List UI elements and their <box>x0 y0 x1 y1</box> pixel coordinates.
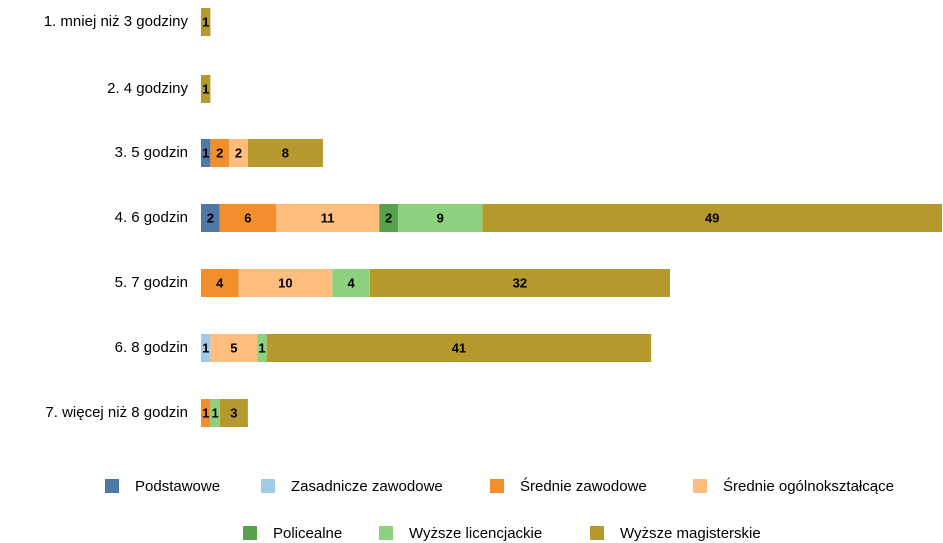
legend-swatch <box>490 479 504 493</box>
value-label: 9 <box>437 210 444 225</box>
value-label: 8 <box>282 145 289 160</box>
category-label: 1. mniej niż 3 godziny <box>44 13 189 30</box>
bar-segment <box>210 334 258 362</box>
value-label: 1 <box>202 14 209 29</box>
bar-segment <box>369 269 670 297</box>
legend-swatch <box>261 479 275 493</box>
value-label: 1 <box>258 340 265 355</box>
legend-label: Wyższe magisterskie <box>620 525 761 542</box>
bar-segment <box>332 269 370 297</box>
bar-segment <box>482 204 942 232</box>
bar-segment <box>201 334 211 362</box>
legend-label: Średnie ogólnokształcące <box>723 477 894 495</box>
bar-segment <box>219 399 248 427</box>
legend-label: Policealne <box>273 525 342 542</box>
legend-swatch <box>693 479 707 493</box>
category-label: 4. 6 godzin <box>115 209 188 226</box>
bar-segment <box>210 399 220 427</box>
bar-segment <box>257 334 267 362</box>
category-label: 2. 4 godziny <box>107 80 188 97</box>
value-label: 41 <box>452 340 466 355</box>
category-label: 3. 5 godzin <box>115 144 188 161</box>
value-label: 1 <box>211 405 218 420</box>
bar-segment <box>201 269 239 297</box>
legend-swatch <box>379 526 393 540</box>
category-label: 5. 7 godzin <box>115 274 188 291</box>
bar-segment <box>201 399 211 427</box>
value-label: 2 <box>235 145 242 160</box>
bar-segment <box>219 204 277 232</box>
bar-segment <box>201 75 211 103</box>
value-label: 4 <box>216 275 224 290</box>
value-label: 10 <box>278 275 292 290</box>
value-label: 6 <box>244 210 251 225</box>
legend-swatch <box>105 479 119 493</box>
category-label: 7. więcej niż 8 godzin <box>45 404 188 421</box>
value-label: 5 <box>230 340 237 355</box>
value-label: 1 <box>202 145 209 160</box>
bar-segment <box>266 334 652 362</box>
bar-segment <box>397 204 483 232</box>
value-label: 1 <box>202 340 209 355</box>
value-label: 3 <box>230 405 237 420</box>
bar-segment <box>201 139 211 167</box>
legend-label: Podstawowe <box>135 478 220 495</box>
legend-swatch <box>243 526 257 540</box>
value-label: 4 <box>347 275 355 290</box>
legend-label: Wyższe licencjackie <box>409 525 542 542</box>
bar-segment <box>210 139 230 167</box>
bar-segment <box>201 8 211 36</box>
bar-segment <box>238 269 333 297</box>
bar-segment <box>276 204 380 232</box>
legend-label: Średnie zawodowe <box>520 477 647 495</box>
bar-segment <box>229 139 248 167</box>
bar-segment <box>379 204 398 232</box>
value-label: 2 <box>207 210 214 225</box>
legend-label: Zasadnicze zawodowe <box>291 478 443 495</box>
value-label: 1 <box>202 81 209 96</box>
value-label: 2 <box>385 210 392 225</box>
value-label: 1 <box>202 405 209 420</box>
value-label: 2 <box>216 145 223 160</box>
legend-swatch <box>590 526 604 540</box>
category-label: 6. 8 godzin <box>115 339 188 356</box>
bar-segment <box>247 139 323 167</box>
value-label: 32 <box>513 275 527 290</box>
value-label: 49 <box>705 210 719 225</box>
value-label: 11 <box>321 210 335 225</box>
bar-segment <box>201 204 220 232</box>
